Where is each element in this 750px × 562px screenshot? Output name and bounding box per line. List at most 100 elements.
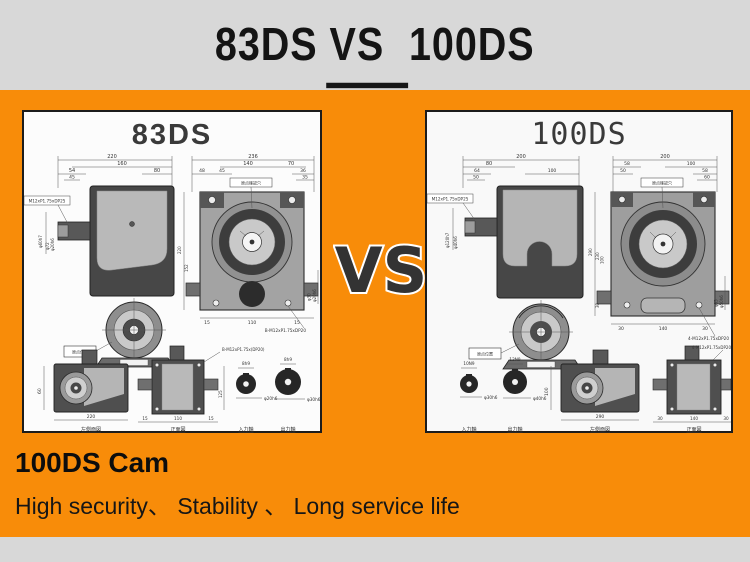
83ds-output-shaft-section: 8h9 φ30h6 出力軸 [275,357,320,433]
svg-text:58: 58 [624,161,630,167]
svg-text:8h9: 8h9 [242,361,250,366]
front-dim-total: 236 [248,154,258,160]
svg-text:140: 140 [243,161,253,167]
100ds-technical-drawing: 200 80 64 100 50 M12xP1.75xDP25 φ12 [427,154,731,433]
svg-text:80: 80 [486,161,492,167]
83ds-input-shaft-section: 8h9 φ20h6 入力軸 [236,361,278,433]
svg-text:64: 64 [474,168,480,174]
svg-text:35: 35 [302,175,308,181]
bolt-spec-label: B-M12xP1.75xDP20 [265,328,307,333]
svg-text:12N9: 12N9 [509,357,520,362]
svg-text:φ120h7: φ120h7 [445,232,450,248]
comparison-stage: 83DS 220 160 54 80 45 [0,90,750,537]
svg-text:15: 15 [208,416,214,421]
svg-text:125: 125 [218,390,223,398]
page-title: 83DS VS 100DS [215,18,535,88]
svg-text:8h9: 8h9 [284,357,292,362]
svg-text:140: 140 [690,416,698,421]
svg-text:30: 30 [595,302,600,308]
svg-text:45: 45 [219,168,225,174]
product-features: High security、 Stability 、 Long service … [15,493,460,519]
svg-text:100: 100 [600,256,605,264]
svg-text:290: 290 [588,248,593,256]
svg-text:290: 290 [596,414,605,420]
svg-text:φ30h6: φ30h6 [307,397,320,402]
83ds-technical-drawing: 220 160 54 80 45 M12xP1.75xDP25 [24,154,320,433]
front-view-note: 原点確認穴 [241,180,261,186]
83ds-small-front-view: B-M12xP1.75x(DP20) 125 15 110 15 正面図 [137,345,265,433]
shaft-caption: 入力軸 [238,426,253,433]
svg-text:70: 70 [288,161,294,167]
svg-text:φ20h6: φ20h6 [50,238,55,251]
svg-text:80: 80 [154,168,160,174]
bolt-spec-label: 4-M12xP1.75xDP20 [688,336,729,341]
front-dim-total: 200 [660,154,670,160]
svg-text:φ50h6: φ50h6 [719,295,724,308]
svg-text:30: 30 [657,416,663,421]
shaft-thread-label: M12xP1.75xDP25 [29,199,66,204]
view-caption: 正面図 [170,427,185,433]
svg-text:φ40h6: φ40h6 [533,396,547,401]
83ds-side-view: 220 160 54 80 45 M12xP1.75xDP25 [24,154,175,368]
svg-text:220: 220 [87,414,96,420]
svg-text:φ30h6: φ30h6 [484,395,498,400]
svg-text:50: 50 [620,168,626,174]
svg-text:45: 45 [69,175,75,181]
svg-text:230: 230 [595,252,600,260]
panel-83ds-title: 83DS [131,119,213,151]
svg-text:15: 15 [204,320,210,326]
svg-text:36: 36 [300,168,306,174]
svg-text:48: 48 [199,168,205,174]
100ds-input-shaft-section: 10N9 φ30h6 入力軸 [460,361,498,433]
svg-text:100: 100 [548,168,557,174]
100ds-output-shaft-section: 12N9 φ40h6 出力軸 [503,357,547,433]
svg-text:15: 15 [142,416,148,421]
svg-text:152: 152 [184,264,189,272]
83ds-small-side-view: 60 220 左側面図 [37,349,129,433]
svg-text:φ30: φ30 [307,293,312,301]
view-caption: 左側面図 [81,426,101,433]
view-caption: 正面図 [686,427,701,433]
100ds-small-side-view: 100 290 左側面図 [544,349,640,433]
panel-83ds: 83DS 220 160 54 80 45 [22,110,322,433]
svg-text:100: 100 [687,161,696,167]
front-view-note: 原点確認穴 [652,180,672,186]
svg-text:50: 50 [473,175,479,181]
svg-text:54: 54 [69,168,75,174]
svg-text:30: 30 [723,416,729,421]
svg-text:220: 220 [107,154,117,160]
svg-text:10N9: 10N9 [463,361,474,366]
title-left-model: 83DS [215,18,318,71]
svg-text:φ35: φ35 [714,299,719,307]
svg-text:30: 30 [618,326,624,332]
panel-100ds: 100DS 200 80 64 100 50 M1 [425,110,733,433]
vs-text: VS [335,234,428,307]
shaft-caption: 出力軸 [507,426,522,433]
svg-text:60: 60 [704,175,710,181]
view-caption: 左側面図 [590,426,610,433]
svg-text:160: 160 [117,161,127,167]
svg-text:60: 60 [37,388,43,394]
bottom-caption: 100DS Cam High security、 Stability 、 Lon… [0,443,750,537]
shaft-caption: 出力軸 [280,426,295,433]
vs-badge: VS [333,232,429,309]
svg-text:φ72: φ72 [45,242,50,250]
side-view-note: 原点位置 [477,351,493,357]
shaft-thread-label: M12xP1.75xDP25 [432,197,469,202]
svg-text:200: 200 [516,154,526,160]
svg-text:30: 30 [702,326,708,332]
footer-strip [0,537,750,562]
svg-text:φ20h6: φ20h6 [312,289,317,302]
100ds-small-front-view: 4-M12xP1.75xDP20 30 140 30 正面図 [652,345,731,433]
svg-text:110: 110 [248,320,257,326]
svg-text:220: 220 [177,246,182,254]
bolt-spec-label-small: B-M12xP1.75x(DP20) [222,347,265,352]
100ds-side-view: 200 80 64 100 50 M12xP1.75xDP25 φ12 [427,154,584,370]
side-view-note: 原点位置 [72,349,88,355]
title-vs: VS [326,19,409,88]
header-banner: 83DS VS 100DS [0,0,750,90]
panel-100ds-title: 100DS [531,117,627,152]
shaft-caption: 入力軸 [461,426,476,433]
vs-underline [326,82,409,88]
title-right-model: 100DS [409,18,535,71]
